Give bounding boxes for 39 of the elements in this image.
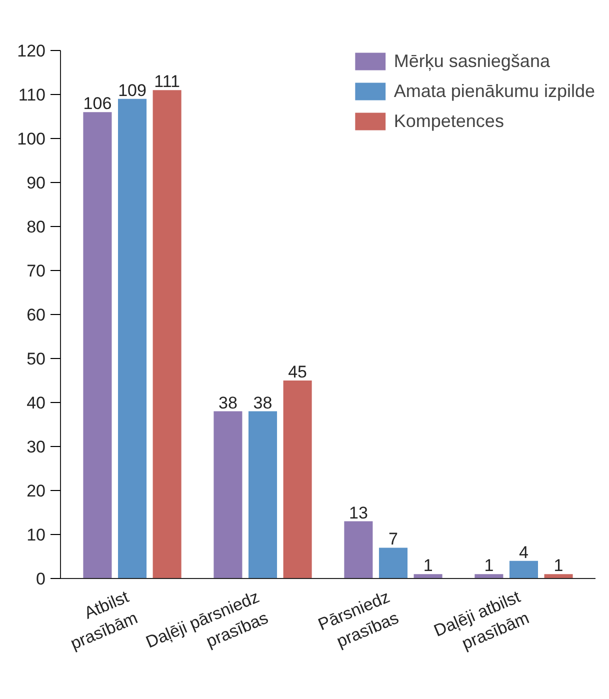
bar xyxy=(474,574,504,578)
data-label: 38 xyxy=(218,393,238,412)
y-tick-label: 50 xyxy=(26,350,46,368)
bar xyxy=(248,411,278,578)
bar xyxy=(378,548,408,578)
bar xyxy=(344,521,373,578)
bar xyxy=(83,112,112,578)
data-label: 1 xyxy=(554,556,564,576)
data-label: 13 xyxy=(348,503,368,522)
y-tick-label: 30 xyxy=(26,438,46,456)
data-label: 1 xyxy=(423,556,433,576)
data-label: 1 xyxy=(484,556,494,576)
legend-label: Amata pienākumu izpilde xyxy=(394,80,595,102)
y-tick-label: 80 xyxy=(26,218,46,236)
legend-label: Kompetences xyxy=(394,110,504,132)
y-tick-label: 100 xyxy=(17,130,46,148)
y-tick-label: 20 xyxy=(26,482,46,500)
bar xyxy=(214,411,242,578)
data-label: 4 xyxy=(519,542,528,562)
data-label: 38 xyxy=(253,393,272,412)
data-label: 7 xyxy=(388,530,398,549)
bar xyxy=(509,560,538,578)
bar xyxy=(118,98,147,578)
legend-label: Mērķu sasniegšana xyxy=(394,50,550,72)
y-tick-label: 40 xyxy=(26,394,46,412)
bar xyxy=(152,90,182,578)
y-tick-label: 110 xyxy=(18,86,46,104)
y-tick-label: 60 xyxy=(26,306,46,324)
bar xyxy=(283,380,312,578)
y-tick-label: 10 xyxy=(26,526,46,544)
y-tick-label: 70 xyxy=(26,262,46,280)
data-label: 111 xyxy=(154,72,180,92)
bar xyxy=(544,574,573,578)
y-tick-label: 0 xyxy=(36,570,46,588)
data-label: 109 xyxy=(118,80,146,100)
data-label: 45 xyxy=(288,362,308,382)
y-tick-label: 90 xyxy=(26,174,46,192)
data-label: 106 xyxy=(83,94,112,114)
y-tick-label: 120 xyxy=(17,42,46,60)
